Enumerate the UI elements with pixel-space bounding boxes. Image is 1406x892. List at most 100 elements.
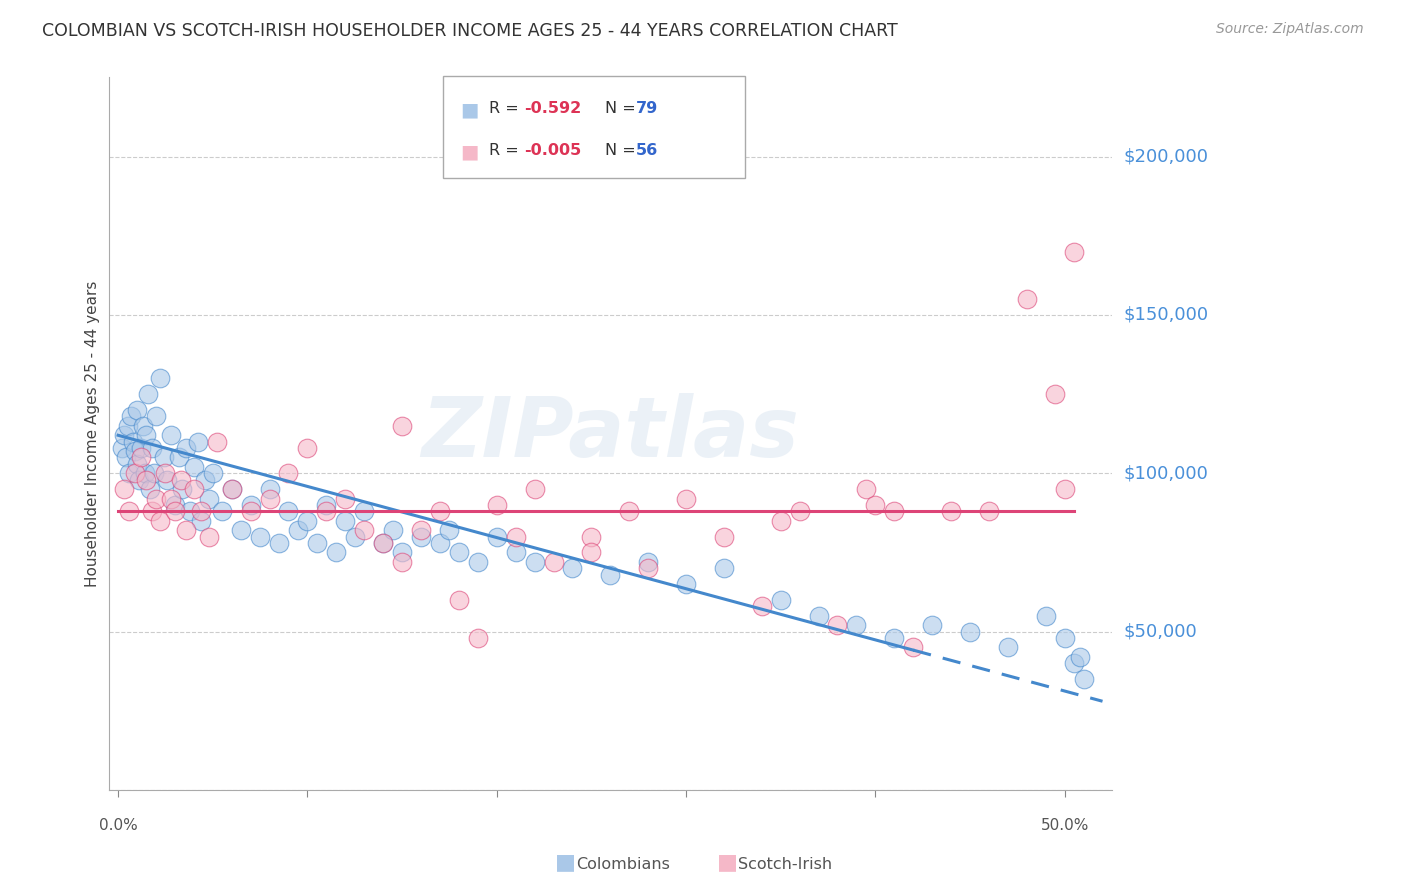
Point bbox=[167, 450, 190, 465]
Point bbox=[371, 536, 394, 550]
Point bbox=[1053, 482, 1076, 496]
Point bbox=[172, 482, 194, 496]
Point bbox=[467, 631, 489, 645]
Text: N =: N = bbox=[605, 101, 641, 116]
Point bbox=[201, 467, 224, 481]
Point bbox=[921, 618, 943, 632]
Point bbox=[122, 434, 145, 449]
Point bbox=[855, 482, 877, 496]
Text: N =: N = bbox=[605, 143, 641, 158]
Point bbox=[409, 523, 432, 537]
Point bbox=[883, 504, 905, 518]
Point bbox=[179, 504, 201, 518]
Point bbox=[149, 371, 172, 385]
Point bbox=[959, 624, 981, 639]
Point bbox=[769, 514, 792, 528]
Point bbox=[429, 536, 451, 550]
Point bbox=[713, 561, 735, 575]
Point bbox=[141, 441, 163, 455]
Point bbox=[845, 618, 868, 632]
Point bbox=[114, 450, 136, 465]
Point bbox=[505, 545, 527, 559]
Point bbox=[297, 514, 319, 528]
Point bbox=[297, 441, 319, 455]
Point bbox=[249, 530, 271, 544]
Point bbox=[381, 523, 404, 537]
Point bbox=[152, 450, 174, 465]
Point bbox=[543, 555, 565, 569]
Point bbox=[343, 530, 366, 544]
Point bbox=[190, 504, 212, 518]
Text: R =: R = bbox=[489, 101, 524, 116]
Point bbox=[675, 491, 697, 506]
Point bbox=[789, 504, 811, 518]
Point bbox=[155, 467, 177, 481]
Text: ■: ■ bbox=[460, 143, 478, 161]
Point bbox=[599, 567, 621, 582]
Point bbox=[315, 498, 337, 512]
Text: $200,000: $200,000 bbox=[1123, 147, 1208, 166]
Point bbox=[211, 504, 233, 518]
Point bbox=[128, 473, 150, 487]
Point bbox=[353, 504, 375, 518]
Point bbox=[129, 441, 152, 455]
Point bbox=[827, 618, 849, 632]
Point bbox=[129, 450, 152, 465]
Point bbox=[903, 640, 925, 655]
Point bbox=[135, 428, 157, 442]
Point bbox=[198, 491, 221, 506]
Point bbox=[977, 504, 1000, 518]
Text: ■: ■ bbox=[717, 853, 738, 872]
Point bbox=[124, 467, 146, 481]
Point bbox=[112, 482, 135, 496]
Point bbox=[183, 482, 205, 496]
Point bbox=[259, 491, 281, 506]
Point bbox=[132, 418, 155, 433]
Text: Colombians: Colombians bbox=[576, 857, 671, 872]
Point bbox=[125, 403, 148, 417]
Point bbox=[187, 434, 209, 449]
Point bbox=[125, 457, 148, 471]
Point bbox=[138, 387, 160, 401]
Point bbox=[807, 608, 830, 623]
Text: $100,000: $100,000 bbox=[1123, 464, 1208, 483]
Point bbox=[391, 545, 413, 559]
Point bbox=[581, 530, 603, 544]
Point bbox=[1063, 657, 1085, 671]
Point bbox=[305, 536, 328, 550]
Point bbox=[391, 555, 413, 569]
Text: Source: ZipAtlas.com: Source: ZipAtlas.com bbox=[1216, 22, 1364, 37]
Point bbox=[447, 593, 470, 607]
Point bbox=[277, 504, 299, 518]
Point bbox=[124, 444, 146, 458]
Point bbox=[174, 523, 197, 537]
Point bbox=[637, 561, 659, 575]
Point bbox=[139, 482, 162, 496]
Point bbox=[120, 409, 142, 424]
Point bbox=[134, 467, 156, 481]
Point bbox=[751, 599, 773, 614]
Point bbox=[939, 504, 962, 518]
Point bbox=[675, 577, 697, 591]
Point bbox=[239, 504, 262, 518]
Point bbox=[523, 482, 546, 496]
Point bbox=[198, 530, 221, 544]
Point bbox=[190, 514, 212, 528]
Point bbox=[353, 523, 375, 537]
Point bbox=[118, 504, 141, 518]
Point bbox=[145, 491, 167, 506]
Point bbox=[883, 631, 905, 645]
Point bbox=[160, 428, 183, 442]
Point bbox=[1035, 608, 1057, 623]
Point bbox=[287, 523, 309, 537]
Point bbox=[713, 530, 735, 544]
Point bbox=[194, 473, 217, 487]
Point bbox=[485, 530, 508, 544]
Text: ■: ■ bbox=[460, 101, 478, 120]
Y-axis label: Householder Income Ages 25 - 44 years: Householder Income Ages 25 - 44 years bbox=[86, 280, 100, 587]
Point bbox=[335, 491, 357, 506]
Text: 50.0%: 50.0% bbox=[1040, 819, 1088, 833]
Point bbox=[391, 418, 413, 433]
Point bbox=[1015, 292, 1038, 306]
Point bbox=[239, 498, 262, 512]
